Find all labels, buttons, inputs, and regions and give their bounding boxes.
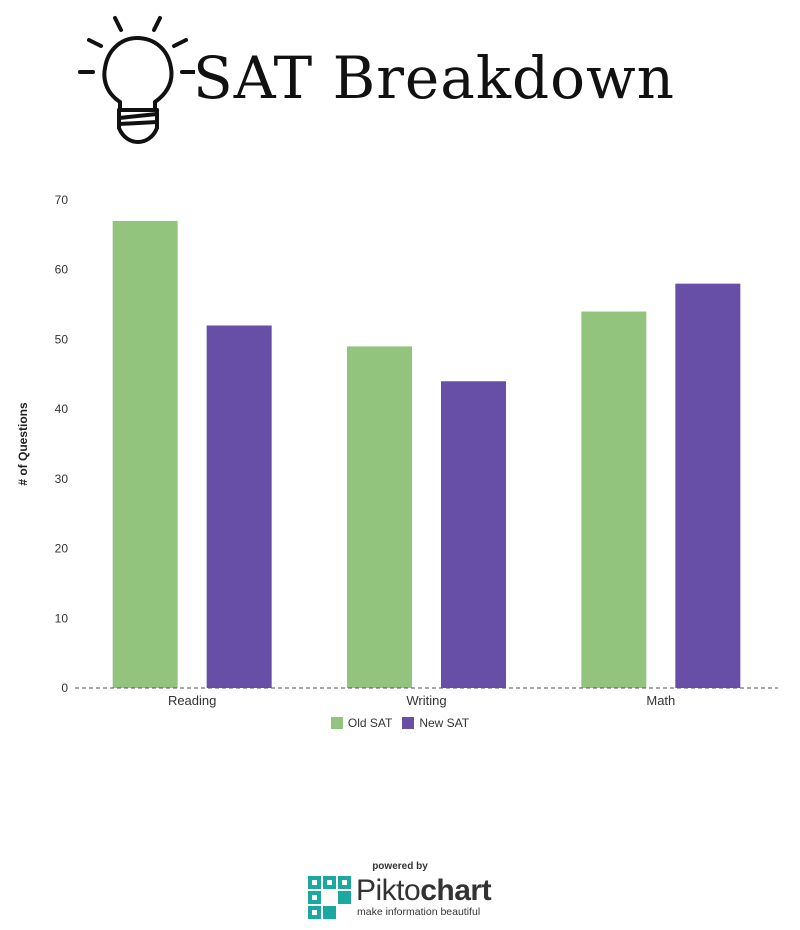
lightbulb-icon — [78, 16, 195, 145]
brand-light: Pikto — [356, 874, 421, 907]
brand-bold: chart — [420, 874, 492, 907]
y-tick-label: 60 — [55, 263, 69, 277]
chart-title: SAT Breakdown — [193, 44, 676, 112]
bar-old-sat-reading — [112, 220, 178, 688]
x-tick-label: Math — [646, 693, 675, 708]
x-tick-label: Reading — [168, 693, 216, 708]
bar-new-sat-math — [675, 283, 741, 688]
bar-old-sat-math — [581, 311, 647, 688]
header: SAT Breakdown — [75, 10, 715, 150]
y-axis-label: # of Questions — [16, 402, 30, 486]
y-tick-label: 50 — [55, 332, 69, 346]
y-tick-label: 40 — [55, 402, 69, 416]
y-tick-label: 70 — [55, 193, 69, 207]
x-tick-label: Writing — [406, 693, 446, 708]
bar-new-sat-writing — [441, 381, 506, 688]
piktochart-logo[interactable]: Piktochart make information beautiful — [308, 874, 494, 922]
piktochart-brand: Piktochart — [356, 874, 492, 908]
chart-svg: 0 10 20 30 40 50 60 70 # of Questions Reading Writ… — [16, 193, 778, 708]
legend-swatch-new-sat — [402, 717, 415, 729]
legend-label-new-sat: New SAT — [419, 716, 470, 730]
legend-item-new-sat[interactable]: New SAT — [402, 716, 469, 730]
piktochart-footer: powered by Piktochart make information b… — [0, 858, 800, 928]
legend-item-old-sat[interactable]: Old SAT — [330, 716, 393, 730]
piktochart-tagline: make information beautiful — [357, 906, 481, 918]
bar-new-sat-reading — [206, 325, 272, 688]
y-tick-label: 0 — [61, 681, 68, 695]
legend-swatch-old-sat — [330, 717, 343, 729]
legend: Old SAT New SAT — [0, 716, 800, 730]
powered-by-label: powered by — [372, 861, 428, 872]
piktochart-logo-icon — [308, 876, 351, 919]
y-tick-label: 10 — [55, 611, 69, 625]
legend-label-old-sat: Old SAT — [347, 716, 393, 730]
bar-chart: 0 10 20 30 40 50 60 70 # of Questions Reading Writ… — [0, 180, 800, 750]
y-tick-label: 30 — [55, 472, 69, 486]
y-tick-label: 20 — [55, 542, 69, 556]
bar-old-sat-writing — [347, 346, 412, 688]
